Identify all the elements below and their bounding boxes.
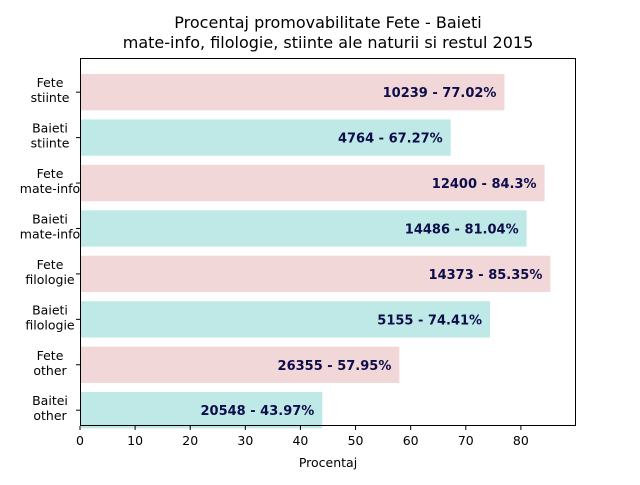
bar: [81, 301, 491, 338]
bar-value-label: 5155 - 74.41%: [377, 313, 482, 328]
y-tick-label: filologie: [25, 317, 75, 332]
bar: [81, 346, 400, 383]
bar-value-label: 14373 - 85.35%: [429, 268, 543, 283]
chart-title-line: Procentaj promovabilitate Fete - Baieti: [174, 13, 481, 32]
y-tick-label: Baieti: [32, 121, 68, 136]
y-axis-ticks: FetestiinteBaietistiinteFetemate-infoBai…: [20, 75, 80, 423]
chart-title: Procentaj promovabilitate Fete - Baietim…: [123, 13, 534, 52]
chart-title-line: mate-info, filologie, stiinte ale naturi…: [123, 33, 534, 52]
x-tick-label: 10: [127, 433, 143, 448]
bar: [81, 164, 545, 202]
x-tick-label: 0: [76, 433, 84, 448]
bar-value-label: 4764 - 67.27%: [338, 132, 443, 147]
y-tick-label: Fete: [37, 348, 64, 363]
y-tick-label: mate-info: [20, 226, 80, 241]
x-tick-label: 50: [348, 433, 364, 448]
y-tick-label: Baieti: [32, 302, 68, 317]
x-tick-label: 60: [403, 433, 419, 448]
y-tick-label: other: [33, 408, 67, 423]
x-axis-label: Procentaj: [299, 455, 357, 470]
y-tick-label: Baieti: [32, 211, 68, 226]
bar-value-label: 20548 - 43.97%: [200, 404, 314, 419]
x-axis-ticks: 0 10 20 30 40 50 60 70 80: [76, 426, 529, 448]
bar: [81, 210, 527, 247]
bar: [81, 255, 551, 293]
y-tick-label: Fete: [37, 257, 64, 272]
y-tick-label: stiinte: [31, 90, 70, 105]
x-tick-label: 20: [182, 433, 198, 448]
bar: [81, 392, 323, 429]
x-tick-label: 80: [513, 433, 529, 448]
y-tick-label: Fete: [37, 75, 64, 90]
y-tick-label: Baitei: [32, 393, 68, 408]
bar-value-label: 26355 - 57.95%: [278, 359, 392, 374]
bars: [81, 74, 551, 429]
bar-labels: 10239 - 77.02% 4764 - 67.27% 12400 - 84.3%…: [200, 86, 542, 419]
y-tick-label: other: [33, 363, 67, 378]
y-tick-label: mate-info: [20, 181, 80, 196]
x-tick-label: 30: [237, 433, 253, 448]
bar-value-label: 14486 - 81.04%: [405, 222, 519, 237]
y-tick-label: filologie: [25, 272, 75, 287]
bar: [81, 74, 505, 111]
bar: [81, 119, 451, 156]
x-tick-label: 40: [292, 433, 308, 448]
bar-value-label: 12400 - 84.3%: [432, 177, 537, 192]
bar-value-label: 10239 - 77.02%: [383, 86, 497, 101]
plot-frame: [80, 58, 576, 426]
x-tick-label: 70: [458, 433, 474, 448]
y-tick-label: Fete: [37, 166, 64, 181]
y-tick-label: stiinte: [31, 136, 70, 151]
